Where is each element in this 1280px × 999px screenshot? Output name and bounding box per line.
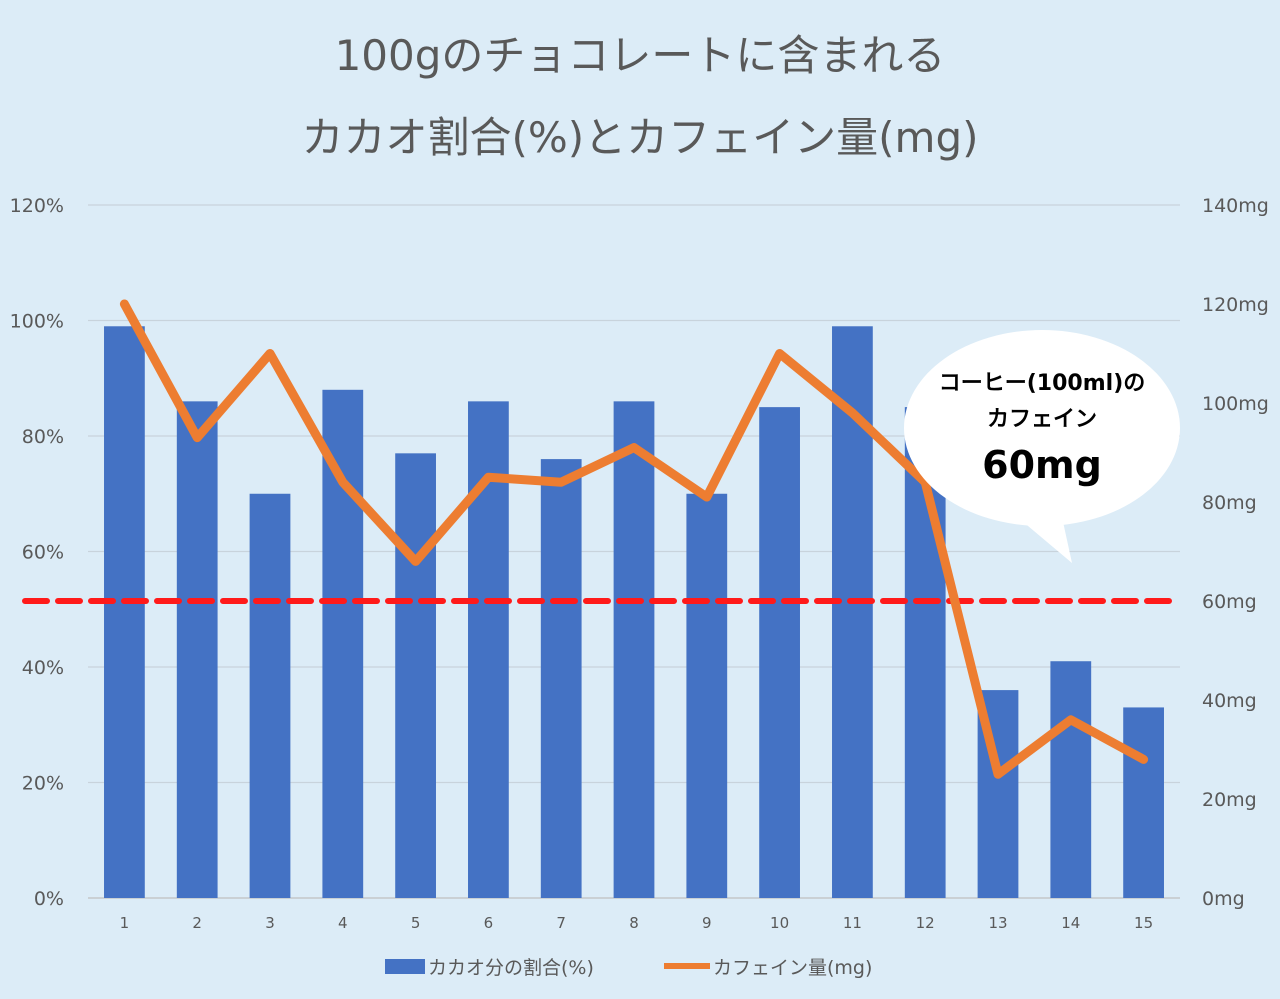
x-tick-label: 3 [265, 914, 275, 932]
x-tick-label: 9 [702, 914, 712, 932]
legend: カカオ分の割合(%) カフェイン量(mg) [385, 957, 872, 979]
y-left-tick-label: 80% [22, 426, 64, 448]
chart-title-line-1: 100gのチョコレートに含まれる [335, 31, 946, 80]
x-tick-label: 10 [770, 914, 789, 932]
chart-title-line-2: カカオ割合(%)とカフェイン量(mg) [301, 113, 978, 162]
left-y-axis: 0% 20% 40% 60% 80% 100% 120% [10, 195, 64, 910]
legend-line-label: カフェイン量(mg) [713, 957, 872, 979]
bar [613, 401, 655, 898]
x-tick-label: 2 [192, 914, 202, 932]
bar [540, 459, 582, 898]
legend-bar-swatch [385, 959, 425, 974]
x-tick-label: 11 [843, 914, 862, 932]
bar [759, 407, 800, 898]
callout-bubble [904, 330, 1180, 563]
bar [395, 453, 436, 898]
right-y-axis: 0mg 20mg 40mg 60mg 80mg 100mg 120mg 140mg [1202, 195, 1269, 910]
x-tick-label: 15 [1134, 914, 1153, 932]
x-tick-label: 6 [484, 914, 494, 932]
y-right-tick-label: 80mg [1202, 492, 1257, 514]
bar [176, 401, 218, 898]
x-tick-label: 13 [988, 914, 1007, 932]
caffeine-line [119, 299, 1149, 779]
x-tick-label: 14 [1061, 914, 1080, 932]
y-left-tick-label: 60% [22, 542, 64, 564]
cacao-bars [104, 326, 1164, 898]
bar [1050, 661, 1092, 898]
x-tick-label: 4 [338, 914, 348, 932]
y-right-tick-label: 60mg [1202, 591, 1257, 613]
caffeine-line-group [119, 299, 1149, 779]
x-tick-label: 5 [411, 914, 421, 932]
bar [249, 493, 291, 898]
bar [104, 326, 145, 898]
y-right-tick-label: 40mg [1202, 690, 1257, 712]
bar [1123, 707, 1164, 898]
y-left-tick-label: 120% [10, 195, 64, 217]
callout-line-1: コーヒー(100ml)の [939, 371, 1146, 396]
x-axis: 1 2 3 4 5 6 7 8 9 10 11 12 13 14 15 [120, 914, 1154, 932]
legend-bar-label: カカオ分の割合(%) [428, 957, 594, 979]
y-left-tick-label: 20% [22, 773, 64, 795]
y-right-tick-label: 20mg [1202, 789, 1257, 811]
y-left-tick-label: 0% [34, 888, 64, 910]
y-right-tick-label: 100mg [1202, 393, 1269, 415]
bar [686, 493, 728, 898]
x-tick-label: 8 [629, 914, 639, 932]
y-right-tick-label: 0mg [1202, 888, 1245, 910]
x-tick-label: 12 [916, 914, 935, 932]
x-tick-label: 7 [556, 914, 566, 932]
y-left-tick-label: 100% [10, 311, 64, 333]
y-right-tick-label: 140mg [1202, 195, 1269, 217]
y-right-tick-label: 120mg [1202, 294, 1269, 316]
callout-line-2: カフェイン [987, 407, 1097, 432]
coffee-callout: コーヒー(100ml)の カフェイン 60mg [904, 330, 1180, 563]
x-tick-label: 1 [120, 914, 130, 932]
callout-value: 60mg [982, 443, 1102, 487]
y-left-tick-label: 40% [22, 657, 64, 679]
